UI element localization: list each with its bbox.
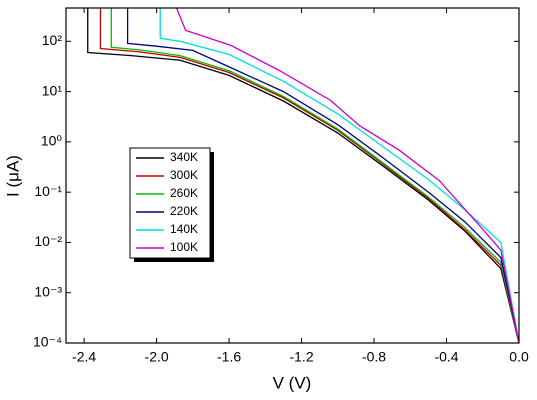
x-axis-title: V (V) [273, 373, 312, 392]
series-line [99, 8, 519, 343]
plot-lines [87, 8, 519, 343]
y-tick-label: 10¹ [42, 82, 63, 98]
legend-label: 260K [170, 186, 198, 200]
x-tick-label: -0.4 [434, 349, 458, 365]
legend-label: 340K [170, 150, 198, 164]
series-line [175, 8, 519, 343]
series-line [110, 8, 519, 343]
y-tick-label: 10⁻³ [34, 283, 62, 299]
y-axis-title: I (μA) [3, 155, 22, 197]
y-tick-label: 10⁻² [34, 233, 62, 249]
legend-label: 300K [170, 168, 198, 182]
legend-label: 220K [170, 204, 198, 218]
x-tick-label: -2.4 [72, 349, 96, 365]
y-tick-label: 10² [42, 32, 63, 48]
x-tick-label: -1.2 [289, 349, 313, 365]
x-tick-label: -1.6 [217, 349, 241, 365]
plot-frame [65, 7, 520, 344]
x-tick-label: 0.0 [509, 349, 529, 365]
series-line [126, 8, 519, 343]
series-line [159, 8, 519, 343]
legend-label: 140K [170, 222, 198, 236]
y-tick-label: 10⁻¹ [34, 183, 62, 199]
y-tick-label: 10⁻⁴ [33, 334, 62, 350]
y-tick-label: 10⁰ [41, 133, 63, 149]
series-line [87, 8, 519, 343]
x-tick-label: -2.0 [145, 349, 169, 365]
legend-box [129, 147, 211, 259]
x-tick-label: -0.8 [362, 349, 386, 365]
legend-label: 100K [170, 240, 198, 254]
